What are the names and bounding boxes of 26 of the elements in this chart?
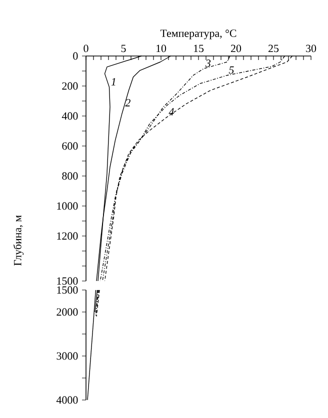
annotation: 3 bbox=[205, 60, 211, 67]
x-tick-label: 20 bbox=[231, 44, 242, 52]
y-tick-label: 1500 bbox=[57, 277, 78, 285]
annotation: 1 bbox=[111, 78, 116, 86]
x-axis-title: Температура, °C bbox=[160, 30, 236, 40]
x-tick-label: 15 bbox=[194, 44, 204, 52]
y-tick-label: 1000 bbox=[57, 202, 78, 210]
y-tick-label: 600 bbox=[62, 142, 78, 150]
y-tick-label: 1200 bbox=[57, 232, 78, 240]
y-tick-label: 0 bbox=[73, 52, 78, 60]
x-tick-label: 10 bbox=[156, 44, 166, 52]
y-axis-title: Глубина, м bbox=[13, 215, 24, 266]
y-tick-label: 4000 bbox=[56, 396, 78, 404]
annotation: 2 bbox=[125, 99, 130, 106]
y-tick-label: 400 bbox=[62, 112, 78, 120]
annotation: 5 bbox=[228, 66, 234, 74]
y-tick-label: 200 bbox=[62, 82, 78, 90]
x-tick-label: 25 bbox=[268, 44, 279, 52]
y-tick-label: 1500 bbox=[57, 286, 78, 294]
y-tick-label: 800 bbox=[62, 172, 78, 180]
annotation: 4 bbox=[168, 108, 174, 116]
x-tick-label: 5 bbox=[121, 44, 126, 52]
x-tick-label: 30 bbox=[306, 44, 316, 52]
y-tick-label: 3000 bbox=[56, 352, 78, 360]
y-tick-label: 2000 bbox=[56, 308, 78, 316]
x-tick-label: 0 bbox=[84, 44, 88, 52]
